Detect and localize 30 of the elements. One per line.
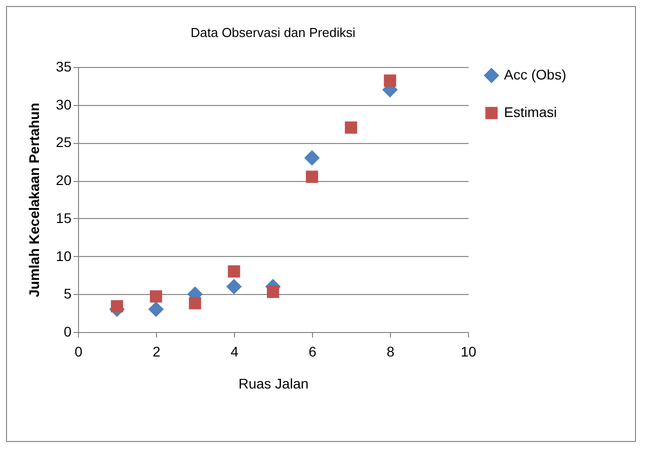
point bbox=[110, 300, 124, 312]
x-tick-label: 10 bbox=[460, 344, 476, 360]
legend-label: Acc (Obs) bbox=[504, 66, 566, 82]
point bbox=[148, 302, 164, 318]
chart-title: Data Observasi dan Prediksi bbox=[190, 25, 356, 40]
y-tick-label: 35 bbox=[56, 58, 72, 74]
point bbox=[266, 286, 280, 298]
x-tick-label: 2 bbox=[152, 344, 161, 360]
x-tick-label: 0 bbox=[74, 344, 83, 360]
point bbox=[344, 121, 358, 134]
legend-label: Estimasi bbox=[504, 104, 557, 120]
y-tick-label: 0 bbox=[64, 324, 72, 340]
point bbox=[306, 170, 318, 183]
y-axis-title: Jumlah Kecelakaan Pertahun bbox=[26, 102, 42, 298]
point bbox=[304, 150, 320, 166]
x-tick-label: 6 bbox=[308, 344, 317, 360]
point bbox=[226, 278, 242, 294]
x-axis-title: Ruas Jalan bbox=[238, 376, 309, 392]
y-tick-label: 30 bbox=[56, 96, 72, 112]
point bbox=[188, 297, 202, 310]
point bbox=[228, 265, 240, 278]
y-tick-label: 20 bbox=[56, 172, 72, 188]
y-tick-label: 25 bbox=[56, 134, 72, 150]
y-tick-label: 15 bbox=[56, 210, 72, 226]
y-tick-label: 10 bbox=[56, 248, 72, 264]
point bbox=[384, 74, 396, 87]
x-tick-label: 4 bbox=[230, 344, 239, 360]
point bbox=[150, 290, 162, 303]
y-tick-label: 5 bbox=[64, 286, 72, 302]
x-tick-label: 8 bbox=[386, 344, 395, 360]
